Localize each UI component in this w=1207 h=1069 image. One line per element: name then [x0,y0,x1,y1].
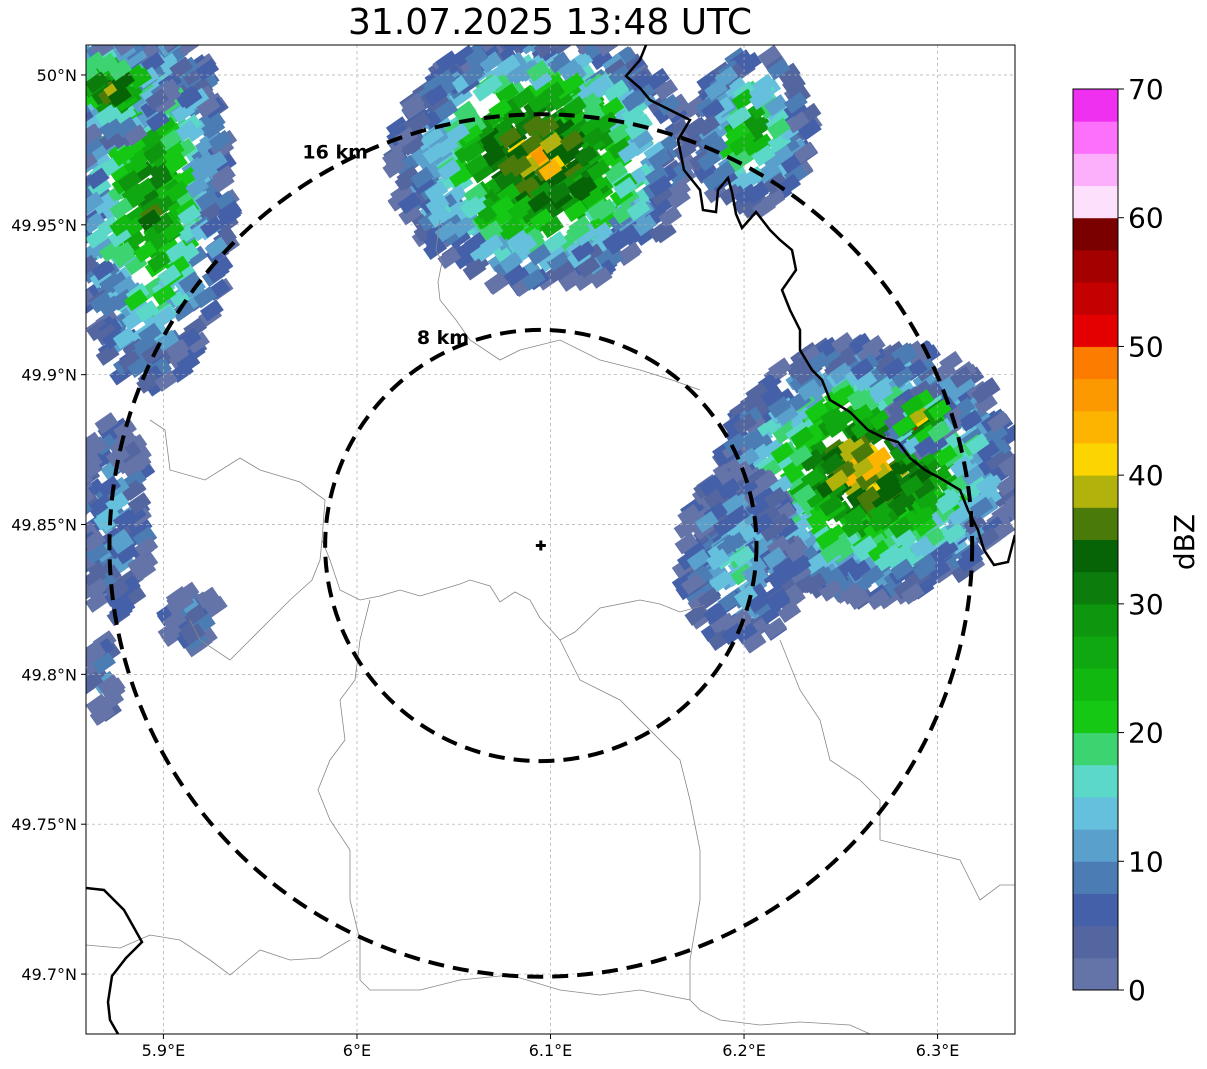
district-border [317,599,871,1034]
x-tick-label: 6.3°E [916,1041,960,1060]
colorbar-cell [1073,121,1118,154]
colorbar-cell [1073,636,1118,669]
colorbar-tick-label: 10 [1128,845,1164,878]
colorbar-tick-label: 70 [1128,73,1164,106]
colorbar-cell [1073,153,1118,187]
range-ring-16km [107,112,975,979]
district-border [189,539,323,661]
colorbar-frame [1072,88,1119,991]
map-title: 31.07.2025 13:48 UTC [347,2,753,43]
colorbar-cell [1073,957,1118,991]
y-tick-label: 49.9°N [21,366,77,385]
x-tick-label: 6.1°E [529,1041,573,1060]
colorbar-tick-label: 50 [1128,330,1164,363]
colorbar-cell [1073,314,1118,347]
y-tick-label: 49.95°N [11,216,77,235]
colorbar-cell [1073,507,1118,540]
district-border [559,639,701,1000]
colorbar-cell [1073,764,1118,798]
colorbar-cell [1073,442,1118,476]
range-ring-8km [323,327,759,764]
colorbar-cell [1073,893,1118,927]
border-lines [86,45,1015,1034]
y-tick-label: 49.7°N [21,965,77,984]
radar-site-marker [535,540,546,551]
ring-label: 16 km [302,142,368,164]
y-tick-label: 49.8°N [21,665,77,684]
ring-label: 8 km [417,327,469,349]
country-border [86,886,144,1034]
colorbar-cell [1073,925,1118,959]
colorbar-cell [1073,410,1118,444]
colorbar-cell [1073,378,1118,412]
x-tick-label: 5.9°E [142,1041,186,1060]
y-tick-label: 50°N [37,66,77,85]
colorbar-cell [1073,861,1118,894]
range-rings [107,112,975,979]
y-tick-label: 49.85°N [11,516,77,535]
colorbar-cell [1073,346,1118,380]
colorbar-cell [1073,571,1118,605]
colorbar-cell [1073,249,1118,283]
district-border [149,419,706,641]
colorbar-tick-label: 40 [1128,459,1164,492]
colorbar-cell [1073,217,1118,251]
colorbar-cell [1073,185,1118,219]
y-tick-label: 49.75°N [11,815,77,834]
colorbar-tick-label: 20 [1128,717,1164,750]
district-border [86,934,351,976]
colorbar-cell [1073,668,1118,701]
x-tick-label: 6.2°E [722,1041,766,1060]
colorbar-tick-label: 30 [1128,588,1164,621]
colorbar-label: dBZ [1168,514,1201,570]
colorbar-cell [1073,700,1118,734]
district-border [779,639,1015,901]
colorbar-tick-label: 60 [1128,202,1164,235]
colorbar-cell [1073,475,1118,508]
colorbar-tick-label: 0 [1128,974,1146,1007]
colorbar-cell [1073,732,1118,766]
x-tick-label: 6°E [343,1041,371,1060]
colorbar-cell [1073,796,1118,830]
axis-ticks: 5.9°E 6°E 6.1°E 6.2°E 6.3°E 50°N 49.95°N 49.9°N… [11,66,959,1060]
gridlines [86,45,1015,1034]
reflectivity-layer [86,45,1015,726]
colorbar-cell [1073,539,1118,573]
country-border [624,45,1015,567]
colorbar-cell [1073,282,1118,315]
colorbar-cell [1073,89,1118,122]
district-border [435,219,701,391]
colorbar-cell [1073,603,1118,637]
colorbar-cell [1073,829,1118,862]
